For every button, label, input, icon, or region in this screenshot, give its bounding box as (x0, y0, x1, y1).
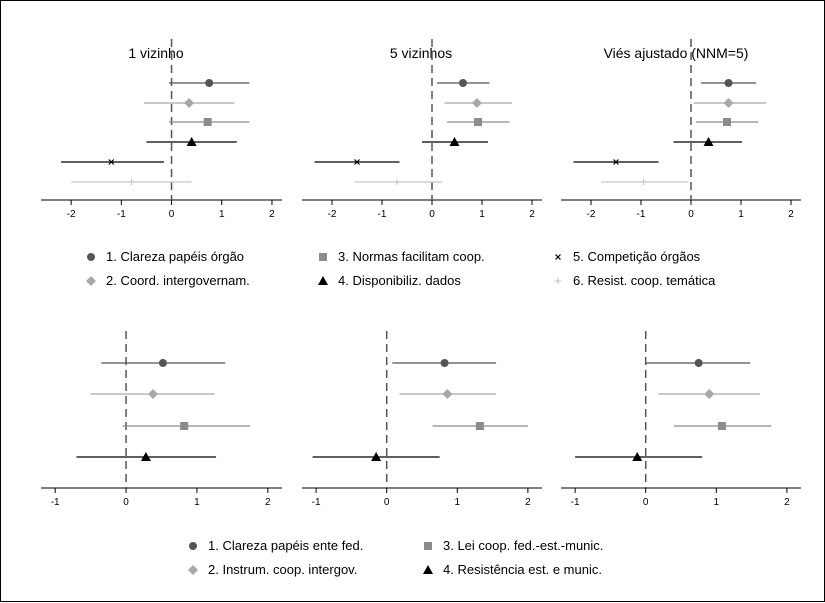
panel-2-title: 5 vizinhos (390, 45, 452, 61)
panel-1-point-2 (184, 98, 195, 108)
bottom-legend-marker-1 (189, 542, 197, 550)
panel-4-point-3 (180, 422, 189, 430)
panel-3-point-3 (723, 118, 731, 126)
top-legend-label-5: 5. Competição órgãos (573, 249, 701, 264)
panel-3-title: Viés ajustado (NNM=5) (604, 45, 749, 61)
panel-2-point-6 (394, 179, 400, 185)
panel-1-point-6 (128, 179, 135, 185)
panel-1-title: 1 vizinho (128, 45, 183, 61)
top-legend-label-4: 4. Disponibiliz. dados (338, 273, 461, 288)
top-legend-marker-2 (86, 276, 96, 286)
panel-1-tick-label: -2 (67, 209, 76, 220)
panel-3-tick-label: -2 (587, 209, 596, 220)
top-legend-marker-1 (87, 253, 95, 261)
top-legend-marker-6 (555, 278, 561, 284)
bottom-legend-label-1: 1. Clareza papéis ente fed. (208, 538, 363, 553)
panel-3-point-5 (613, 159, 619, 165)
panel-1-point-3 (203, 118, 212, 126)
panel-3-point-6 (640, 179, 647, 185)
panel-6-tick-label: -1 (571, 497, 580, 508)
panel-2-point-2 (472, 98, 482, 108)
panel-2-point-3 (474, 118, 482, 126)
panel-5-tick-label: 0 (384, 497, 390, 508)
panel-1-point-4 (186, 137, 197, 146)
panel-3-tick-label: -1 (637, 209, 646, 220)
top-legend-label-2: 2. Coord. intergovernam. (106, 273, 250, 288)
panel-3-point-4 (703, 137, 714, 146)
panel-4-tick-label: 0 (123, 497, 129, 508)
panel-1-tick-label: 0 (169, 209, 175, 220)
top-legend-label-1: 1. Clareza papéis órgão (106, 249, 244, 264)
top-legend-label-3: 3. Normas facilitam coop. (338, 249, 485, 264)
panel-3-point-2 (723, 98, 734, 108)
panel-1-tick-label: -1 (117, 209, 126, 220)
top-legend-marker-3 (319, 253, 327, 261)
panel-2-point-5 (354, 159, 360, 165)
bottom-legend-label-3: 3. Lei coop. fed.-est.-munic. (443, 538, 603, 553)
panel-2-point-4 (449, 137, 460, 146)
bottom-legend-marker-4 (423, 565, 433, 574)
panel-6-point-3 (717, 422, 726, 430)
panel-4-point-1 (158, 359, 167, 367)
bottom-legend-label-2: 2. Instrum. coop. intergov. (208, 562, 357, 577)
panel-5-tick-label: 1 (455, 497, 461, 508)
panel-2-tick-label: -1 (378, 209, 387, 220)
panel-1-point-5 (108, 159, 115, 165)
top-legend-marker-5 (555, 254, 561, 260)
panel-1-tick-label: 1 (219, 209, 225, 220)
panel-2-tick-label: -2 (328, 209, 337, 220)
bottom-legend-marker-2 (188, 565, 198, 575)
panel-2-tick-label: 2 (529, 209, 535, 220)
panel-5-point-4 (371, 452, 382, 461)
panel-3-tick-label: 1 (738, 209, 744, 220)
panel-1-tick-label: 2 (269, 209, 275, 220)
panel-6-point-1 (694, 359, 703, 367)
panel-4-point-2 (147, 389, 158, 399)
panel-3-tick-label: 2 (788, 209, 794, 220)
panel-5-tick-label: 2 (525, 497, 531, 508)
panel-5-point-2 (442, 389, 453, 399)
panel-4-tick-label: 2 (265, 497, 271, 508)
panel-4-tick-label: -1 (51, 497, 60, 508)
panel-6-tick-label: 0 (643, 497, 649, 508)
panel-6-point-2 (704, 389, 715, 399)
panel-4-point-4 (140, 452, 151, 461)
panel-3-tick-label: 0 (688, 209, 694, 220)
panel-4-tick-label: 1 (194, 497, 200, 508)
panel-6-tick-label: 2 (784, 497, 790, 508)
panel-5-point-1 (440, 359, 449, 367)
panel-5-tick-label: -1 (312, 497, 321, 508)
top-legend-marker-4 (318, 276, 328, 285)
panel-6-tick-label: 1 (714, 497, 720, 508)
panel-2-point-1 (459, 79, 467, 87)
bottom-legend-marker-3 (424, 542, 432, 550)
panel-1-point-1 (205, 79, 214, 87)
top-legend-label-6: 6. Resist. coop. temática (573, 273, 716, 288)
panel-5-point-3 (475, 422, 484, 430)
panel-3-point-1 (724, 79, 733, 87)
bottom-legend-label-4: 4. Resistência est. e munic. (443, 562, 602, 577)
panel-6-point-4 (632, 452, 643, 461)
panel-2-tick-label: 0 (429, 209, 435, 220)
panel-2-tick-label: 1 (479, 209, 485, 220)
